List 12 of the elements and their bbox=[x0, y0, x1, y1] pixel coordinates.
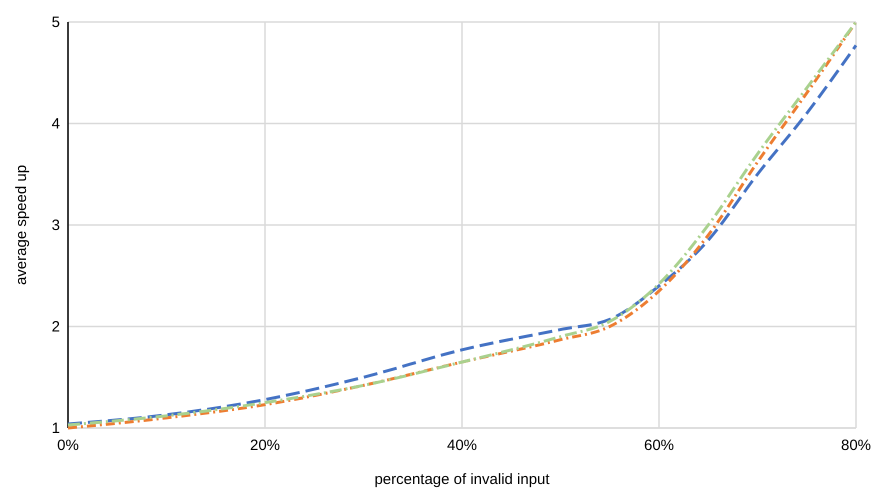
y-tick-label: 5 bbox=[52, 14, 60, 31]
y-axis-title: average speed up bbox=[13, 164, 30, 286]
x-tick-label: 80% bbox=[840, 437, 872, 454]
y-tick-label: 4 bbox=[52, 116, 60, 132]
x-axis-title: percentage of invalid input bbox=[374, 471, 550, 488]
x-tick-label: 0% bbox=[57, 437, 79, 454]
y-tick-label: 2 bbox=[52, 318, 60, 336]
y-tick-label: 1 bbox=[52, 420, 60, 437]
y-tick-label: 3 bbox=[52, 217, 60, 234]
x-tick-label: 40% bbox=[446, 437, 478, 454]
x-tick-label: 20% bbox=[250, 437, 280, 454]
x-tick-label: 60% bbox=[644, 437, 674, 454]
